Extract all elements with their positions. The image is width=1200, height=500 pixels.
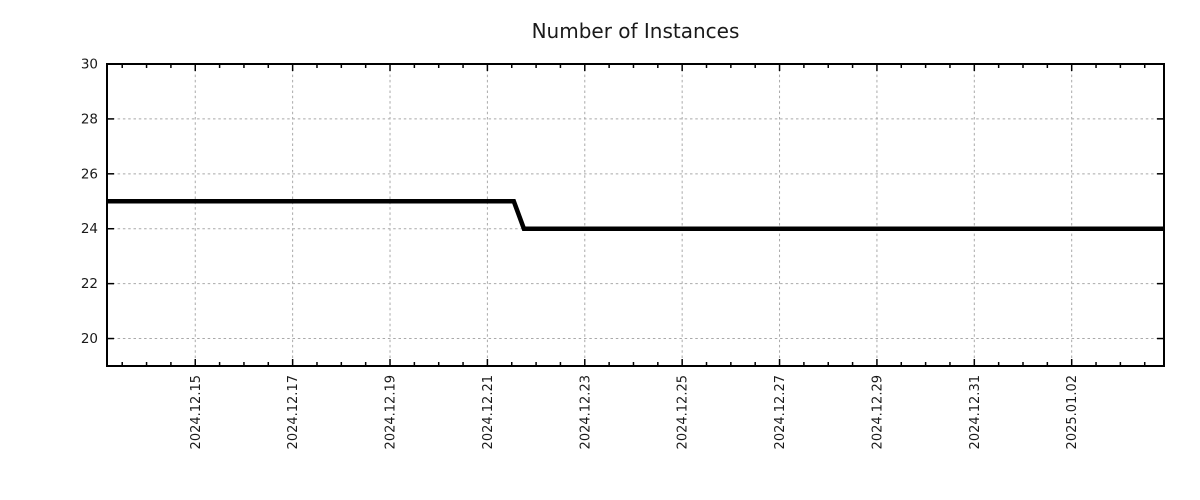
x-tick-label: 2024.12.29 — [870, 375, 885, 449]
x-tick-label: 2024.12.17 — [286, 375, 301, 449]
y-tick-label: 26 — [81, 166, 98, 182]
x-tick-label: 2025.01.02 — [1065, 375, 1080, 449]
y-tick-label: 24 — [81, 221, 98, 237]
y-tick-label: 20 — [81, 331, 98, 347]
x-tick-label: 2024.12.23 — [578, 375, 593, 449]
x-tick-label: 2024.12.27 — [773, 375, 788, 449]
x-tick-label: 2024.12.31 — [968, 375, 983, 449]
x-tick-label: 2024.12.19 — [384, 375, 399, 449]
plot-border — [106, 63, 1165, 367]
series-line-instances — [107, 199, 1164, 231]
y-tick-label: 28 — [81, 111, 98, 127]
x-tick-label: 2024.12.25 — [676, 375, 691, 449]
x-tick-label: 2024.12.21 — [481, 375, 496, 449]
chart-title: Number of Instances — [532, 19, 740, 43]
y-tick-label: 22 — [81, 276, 98, 292]
x-tick-label: 2024.12.15 — [189, 375, 204, 449]
y-tick-label: 30 — [81, 57, 98, 73]
